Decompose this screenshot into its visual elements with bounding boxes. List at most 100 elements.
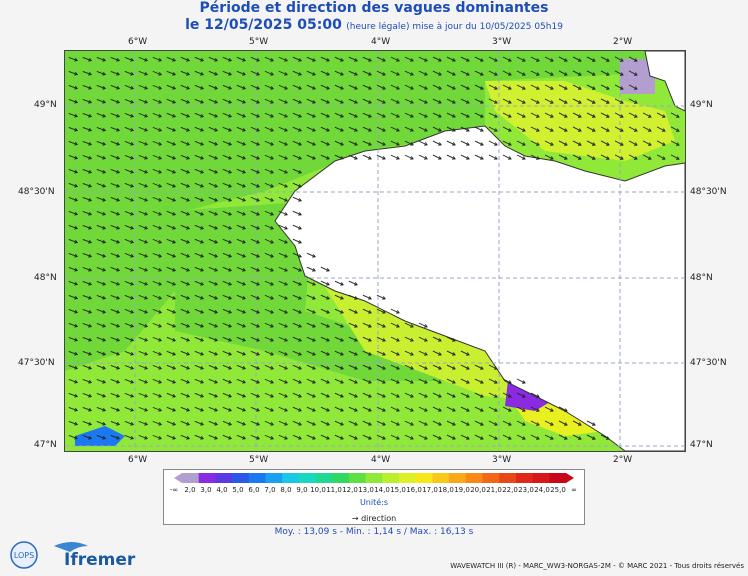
direction-arrow — [320, 84, 330, 90]
direction-arrow-head — [494, 380, 498, 384]
direction-arrow — [236, 406, 246, 412]
direction-arrow-head — [382, 296, 386, 300]
direction-arrow-head — [494, 394, 498, 398]
direction-arrow-head — [424, 58, 428, 62]
direction-arrow-head — [424, 380, 428, 384]
direction-arrow-head — [242, 296, 246, 300]
direction-arrow-head — [438, 338, 442, 342]
direction-arrow — [236, 210, 246, 216]
update-note: (heure légale) mise à jour du 10/05/2025… — [346, 22, 563, 32]
direction-arrow-head — [605, 72, 610, 76]
direction-arrow-head — [144, 57, 149, 62]
direction-arrow — [222, 336, 232, 342]
direction-arrow-head — [88, 71, 93, 76]
direction-arrow-head — [74, 239, 79, 244]
direction-arrow-head — [284, 268, 288, 272]
direction-arrow — [166, 420, 176, 426]
direction-arrow-head — [396, 72, 400, 76]
direction-arrow-head — [354, 436, 358, 440]
direction-arrow-head — [494, 58, 498, 62]
direction-arrow-head — [368, 310, 372, 314]
direction-arrow — [362, 70, 372, 76]
direction-arrow — [110, 322, 120, 328]
direction-arrow — [138, 434, 148, 440]
direction-arrow — [194, 294, 204, 300]
direction-arrow-head — [130, 197, 135, 202]
direction-arrow — [194, 350, 204, 356]
direction-arrow — [68, 169, 78, 173]
direction-arrow — [306, 294, 316, 300]
direction-arrow — [474, 84, 484, 90]
direction-arrow — [558, 154, 568, 160]
direction-arrow — [96, 112, 106, 118]
direction-arrow-head — [214, 86, 218, 90]
direction-arrow-head — [130, 309, 135, 314]
direction-arrow — [96, 182, 106, 188]
direction-arrow — [264, 196, 274, 202]
direction-arrow — [82, 211, 92, 215]
direction-arrow-head — [284, 352, 288, 356]
direction-arrow — [222, 322, 232, 328]
direction-arrow-head — [452, 436, 456, 440]
direction-arrow — [278, 126, 288, 132]
colorbar-swatch — [315, 473, 333, 483]
direction-arrow-head — [326, 156, 330, 160]
direction-arrow — [82, 435, 92, 439]
direction-arrow — [390, 336, 400, 342]
direction-arrow-head — [438, 408, 442, 412]
direction-arrow-head — [298, 114, 302, 118]
direction-arrow — [516, 98, 526, 104]
direction-arrow-head — [186, 184, 190, 188]
direction-arrow — [600, 56, 610, 62]
direction-arrow — [166, 182, 176, 188]
direction-arrow-head — [74, 141, 79, 146]
direction-arrow-head — [284, 114, 288, 118]
direction-arrow — [264, 210, 274, 216]
direction-arrow — [166, 126, 176, 132]
direction-arrow-head — [466, 436, 470, 440]
direction-arrow — [110, 168, 120, 174]
direction-arrow — [558, 126, 568, 132]
direction-arrow-head — [200, 72, 204, 76]
direction-arrow — [446, 378, 456, 384]
direction-arrow — [68, 379, 78, 383]
direction-arrow — [194, 252, 204, 258]
direction-arrow — [502, 392, 512, 398]
direction-arrow-head — [382, 338, 386, 342]
direction-arrow — [362, 140, 372, 146]
direction-arrow — [460, 126, 470, 132]
direction-arrow-head — [228, 296, 232, 300]
direction-arrow — [236, 434, 246, 440]
direction-arrow-head — [452, 352, 456, 356]
direction-arrow — [236, 154, 246, 160]
direction-arrow-head — [480, 128, 484, 132]
direction-arrow-head — [298, 170, 302, 174]
direction-arrow — [334, 350, 344, 356]
direction-arrow — [264, 434, 274, 440]
direction-arrow — [446, 140, 456, 146]
wave-map[interactable] — [64, 50, 686, 452]
direction-arrow-head — [214, 422, 218, 426]
direction-arrow-head — [382, 380, 386, 384]
direction-arrow — [208, 112, 218, 118]
direction-arrow — [558, 140, 568, 146]
direction-arrow — [474, 406, 484, 412]
direction-arrow-head — [480, 100, 484, 104]
direction-arrow-head — [466, 100, 470, 104]
direction-arrow-head — [424, 352, 428, 356]
direction-arrow — [180, 182, 190, 188]
direction-arrow — [376, 350, 386, 356]
direction-arrow-head — [396, 58, 400, 62]
direction-arrow — [320, 56, 330, 62]
direction-arrow-head — [438, 114, 442, 118]
direction-arrow-head — [270, 72, 274, 76]
direction-arrow — [166, 70, 176, 76]
direction-arrow-head — [228, 254, 232, 258]
direction-arrow — [208, 182, 218, 188]
direction-arrow-head — [284, 240, 288, 244]
direction-arrow — [110, 392, 120, 398]
direction-arrow — [432, 420, 442, 426]
direction-arrow-head — [284, 394, 288, 398]
direction-arrow — [194, 224, 204, 230]
direction-arrow-head — [144, 239, 149, 244]
